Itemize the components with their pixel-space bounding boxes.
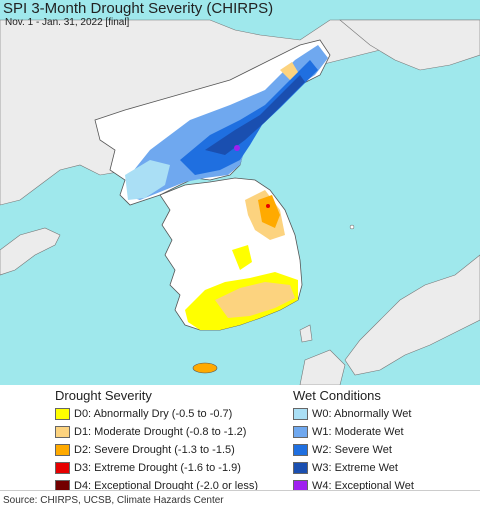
dry-d1-south <box>215 282 295 318</box>
legend-label-d0: D0: Abnormally Dry (-0.5 to -0.7) <box>74 408 233 420</box>
swatch-w0 <box>293 408 308 420</box>
japan-kyushu <box>299 349 346 385</box>
wet-w1-region <box>128 45 328 200</box>
legend-label-d4: D4: Exceptional Drought (-2.0 or less) <box>74 480 259 492</box>
russia-landmass <box>339 19 480 71</box>
dry-d1-north <box>280 62 298 80</box>
swatch-d2 <box>55 444 70 456</box>
dry-d3-spot <box>266 204 270 208</box>
dry-d2-east <box>258 195 280 228</box>
japan-island <box>299 324 313 343</box>
legend-label-w3: W3: Extreme Wet <box>312 462 398 474</box>
drought-legend-title: Drought Severity <box>55 388 152 403</box>
date-range: Nov. 1 - Jan. 31, 2022 [final] <box>5 17 130 28</box>
legend-item-d0: D0: Abnormally Dry (-0.5 to -0.7) <box>55 407 232 421</box>
legend-item-w4: W4: Exceptional Wet <box>293 479 414 493</box>
wet-legend-title: Wet Conditions <box>293 388 381 403</box>
swatch-d3 <box>55 462 70 474</box>
wet-w4-spot <box>234 145 240 151</box>
swatch-d0 <box>55 408 70 420</box>
legend-item-d2: D2: Severe Drought (-1.3 to -1.5) <box>55 443 235 457</box>
shandong-peninsula <box>0 227 61 276</box>
legend-label-d1: D1: Moderate Drought (-0.8 to -1.2) <box>74 426 247 438</box>
legend-item-w2: W2: Severe Wet <box>293 443 392 457</box>
legend-label-w4: W4: Exceptional Wet <box>312 480 414 492</box>
dry-d0-west <box>232 245 252 270</box>
legend-item-w1: W1: Moderate Wet <box>293 425 404 439</box>
legend: Drought Severity D0: Abnormally Dry (-0.… <box>0 385 480 493</box>
map-canvas <box>0 0 480 385</box>
legend-item-w3: W3: Extreme Wet <box>293 461 398 475</box>
swatch-w3 <box>293 462 308 474</box>
wet-w0-region <box>125 160 170 200</box>
page-title: SPI 3-Month Drought Severity (CHIRPS) <box>3 0 274 17</box>
jeju-island <box>192 362 218 374</box>
legend-item-d4: D4: Exceptional Drought (-2.0 or less) <box>55 479 258 493</box>
source-credit: Source: CHIRPS, UCSB, Climate Hazards Ce… <box>3 495 224 506</box>
legend-label-d3: D3: Extreme Drought (-1.6 to -1.9) <box>74 462 241 474</box>
japan-honshu <box>344 254 480 376</box>
footer: Source: CHIRPS, UCSB, Climate Hazards Ce… <box>0 490 480 511</box>
legend-item-d3: D3: Extreme Drought (-1.6 to -1.9) <box>55 461 241 475</box>
ulleungdo-island <box>349 224 355 230</box>
swatch-d1 <box>55 426 70 438</box>
legend-label-w2: W2: Severe Wet <box>312 444 392 456</box>
legend-item-w0: W0: Abnormally Wet <box>293 407 411 421</box>
legend-label-w1: W1: Moderate Wet <box>312 426 404 438</box>
swatch-w1 <box>293 426 308 438</box>
legend-item-d1: D1: Moderate Drought (-0.8 to -1.2) <box>55 425 246 439</box>
legend-label-w0: W0: Abnormally Wet <box>312 408 412 420</box>
legend-label-d2: D2: Severe Drought (-1.3 to -1.5) <box>74 444 235 456</box>
wet-w3-region <box>205 75 305 155</box>
swatch-w2 <box>293 444 308 456</box>
